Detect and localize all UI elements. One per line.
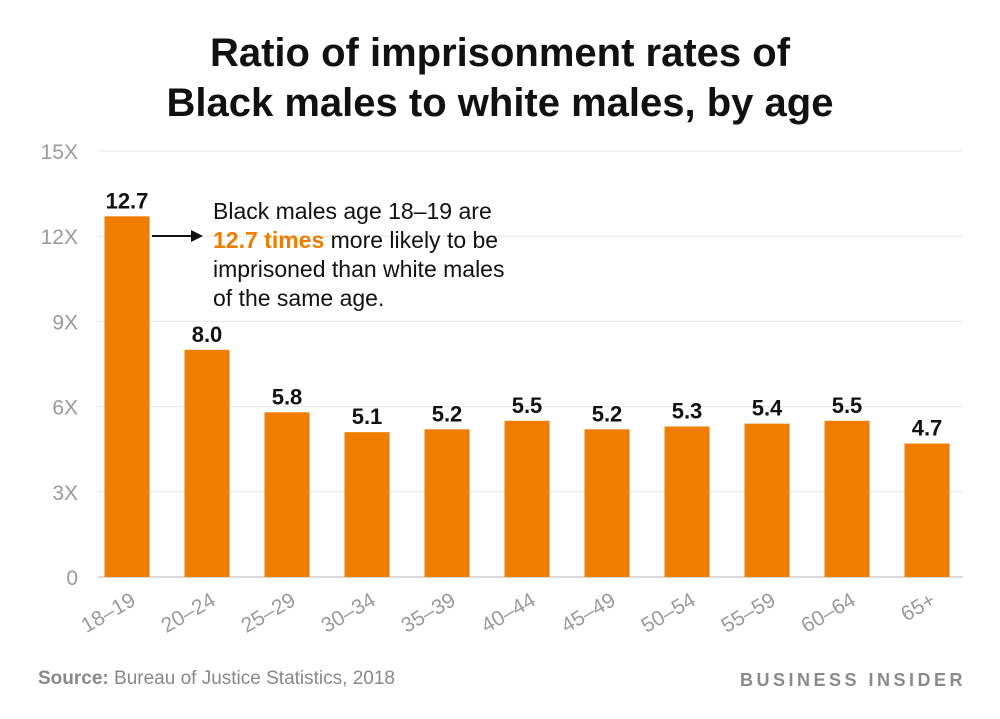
bar-value-label: 5.1: [352, 404, 383, 429]
annotation-line-1: Black males age 18–19 are: [213, 198, 492, 224]
brand-logo: BUSINESS INSIDER: [739, 670, 966, 690]
annotation-line-3: imprisoned than white males: [213, 256, 505, 282]
source-text: Bureau of Justice Statistics, 2018: [114, 668, 395, 689]
x-axis-ticks: 18–19 20–24 25–29 30–34 35–39 40–44 45–49 50–54…: [77, 588, 939, 637]
annotation-arrow: [152, 230, 203, 242]
y-tick-label: 0: [66, 567, 78, 590]
annotation-line-2-rest: more likely to be: [324, 227, 499, 253]
bar-value-label: 4.7: [912, 416, 943, 441]
bar-value-label: 5.8: [272, 384, 303, 409]
y-tick-label: 3X: [52, 482, 78, 505]
y-tick-label: 12X: [41, 226, 78, 249]
bar: [424, 429, 470, 577]
bars: [104, 216, 950, 577]
bar-value-label: 5.5: [512, 393, 543, 418]
bar-value-label: 5.3: [672, 398, 703, 423]
y-tick-label: 9X: [52, 311, 78, 334]
value-labels: 12.7 8.0 5.8 5.1 5.2 5.5 5.2 5.3 5.4 5.5 4.7: [106, 188, 943, 440]
x-tick-label: 50–54: [637, 588, 699, 637]
bar: [264, 412, 310, 577]
bar: [584, 429, 630, 577]
bar: [824, 420, 870, 577]
bar: [184, 349, 230, 577]
chart-title: Ratio of imprisonment rates of Black mal…: [0, 28, 1000, 128]
arrow-head: [191, 230, 203, 242]
y-tick-label: 6X: [52, 397, 78, 420]
x-tick-label: 55–59: [717, 588, 779, 637]
x-tick-label: 65+: [897, 588, 939, 626]
y-axis-ticks: 0 3X 6X 9X 12X 15X: [41, 141, 78, 590]
bar: [744, 423, 790, 577]
source-note: Source: Bureau of Justice Statistics, 20…: [38, 668, 395, 690]
annotation-line-2: 12.7 times more likely to be: [213, 226, 504, 255]
bar-value-label: 8.0: [192, 322, 223, 347]
x-tick-label: 30–34: [317, 588, 379, 637]
title-line-1: Ratio of imprisonment rates of: [209, 31, 791, 75]
source-label: Source:: [38, 668, 109, 689]
title-line-2: Black males to white males, by age: [166, 81, 834, 125]
x-tick-label: 25–29: [237, 588, 299, 637]
annotation-highlight: 12.7 times: [213, 227, 325, 253]
bar: [104, 216, 150, 577]
annotation-line-4: of the same age.: [213, 285, 385, 311]
x-tick-label: 40–44: [477, 588, 539, 637]
bar: [664, 426, 710, 577]
y-tick-label: 15X: [41, 141, 78, 164]
bar-value-label: 5.4: [752, 396, 783, 421]
x-tick-label: 18–19: [77, 588, 139, 637]
bar-value-label: 5.5: [832, 393, 863, 418]
bar: [504, 420, 550, 577]
bar-value-label: 12.7: [106, 188, 149, 213]
bar: [344, 432, 390, 577]
annotation-callout: Black males age 18–19 are 12.7 times mor…: [213, 197, 504, 313]
bar-value-label: 5.2: [432, 401, 463, 426]
bar: [904, 443, 950, 577]
x-tick-label: 35–39: [397, 588, 459, 637]
bar-value-label: 5.2: [592, 401, 623, 426]
x-tick-label: 20–24: [157, 588, 219, 637]
x-tick-label: 60–64: [797, 588, 859, 637]
x-tick-label: 45–49: [557, 588, 619, 637]
